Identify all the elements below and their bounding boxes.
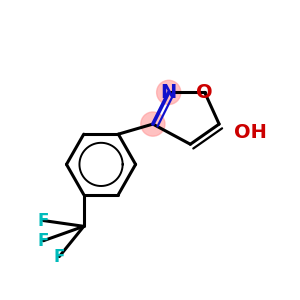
Text: OH: OH: [233, 123, 266, 142]
Text: F: F: [38, 232, 49, 250]
Text: O: O: [196, 83, 213, 102]
Circle shape: [141, 112, 165, 136]
Text: F: F: [38, 212, 49, 230]
Text: N: N: [160, 83, 177, 102]
Text: F: F: [54, 248, 65, 266]
Circle shape: [157, 80, 181, 104]
